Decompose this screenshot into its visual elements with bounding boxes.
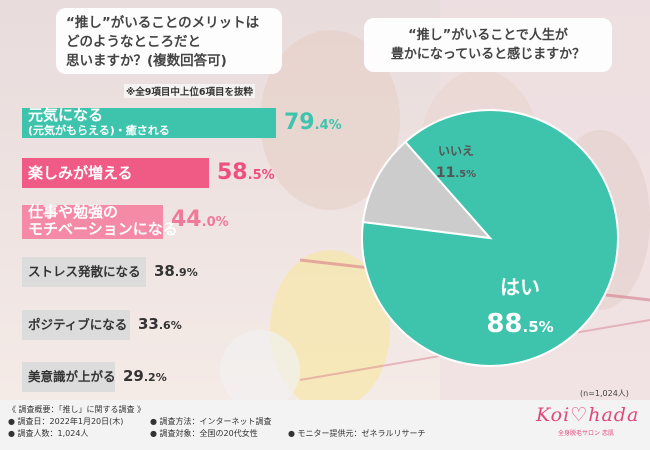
bar-label: 楽しみが増える — [28, 164, 133, 182]
bar-label: 美意識が上がる — [28, 369, 116, 384]
pie-value: 11.5% — [436, 165, 476, 181]
question-right-line-2: 豊かになっていると感じますか？ — [390, 47, 586, 62]
selection-note: ※全9項目中上位6項目を抜粋 — [124, 84, 255, 98]
question-left-line-2: どのようなところだと — [66, 34, 201, 50]
pie-value: 88.5% — [486, 309, 553, 339]
question-left-line-3: 思いますか？(複数回答可) — [66, 53, 227, 69]
pie-slice — [361, 109, 619, 367]
question-right-line-1: “推し”がいることで人生が — [408, 28, 568, 43]
bar-label: 元気になる (元気がもらえる)・癒される — [28, 106, 170, 138]
bar-value: 33.6% — [138, 315, 182, 333]
survey-count: ● 調査人数：1,024人 — [8, 429, 89, 438]
logo-subtitle: 全身脱毛サロン 恋肌 — [558, 430, 614, 437]
logo-wordmark: Koi♡hada — [536, 404, 640, 426]
bar-chart-question: “推し”がいることのメリットは どのようなところだと 思いますか？(複数回答可) — [56, 8, 282, 74]
sample-size-note: (n=1,024人) — [580, 389, 629, 398]
bar-row: 仕事や勉強の モチベーションになる — [22, 204, 178, 239]
bar-value: 58.5% — [217, 160, 275, 185]
bar-label: 仕事や勉強の モチベーションになる — [28, 203, 178, 238]
pie-chart-question: “推し”がいることで人生が 豊かになっていると感じますか？ — [364, 18, 612, 72]
brand-logo: Koi♡hada 全身脱毛サロン 恋肌 — [536, 404, 640, 444]
bar-value: 38.9% — [154, 262, 198, 280]
bar-row: 美意識が上がる — [22, 362, 116, 392]
pie-label: いいえ — [438, 144, 474, 158]
survey-date: ● 調査日：2022年1月20日(木) — [8, 417, 124, 426]
bar-row: 元気になる (元気がもらえる)・癒される — [22, 106, 276, 138]
pie-slice — [361, 140, 493, 240]
bar-row: ストレス発散になる — [22, 257, 146, 287]
bar-value: 44.0% — [171, 207, 229, 232]
bar-value: 79.4% — [284, 110, 342, 135]
pie-label: はい — [500, 275, 540, 299]
question-left-line-1: “推し”がいることのメリットは — [66, 15, 260, 31]
bar-row: ポジティブになる — [22, 310, 130, 340]
survey-title: 《 調査概要：「推し」に関する調査 》 — [8, 405, 146, 414]
bar-label: ポジティブになる — [28, 317, 128, 332]
survey-summary: 《 調査概要：「推し」に関する調査 》 ● 調査日：2022年1月20日(木) … — [0, 400, 650, 450]
bar-label: ストレス発散になる — [28, 264, 141, 279]
bar-row: 楽しみが増える — [22, 158, 209, 188]
survey-method: ● 調査方法：インターネット調査 — [150, 417, 272, 426]
survey-provider: ● モニター提供元：ゼネラルリサーチ — [288, 429, 426, 438]
survey-target: ● 調査対象：全国の20代女性 — [150, 429, 258, 438]
bar-value: 29.2% — [123, 367, 167, 385]
